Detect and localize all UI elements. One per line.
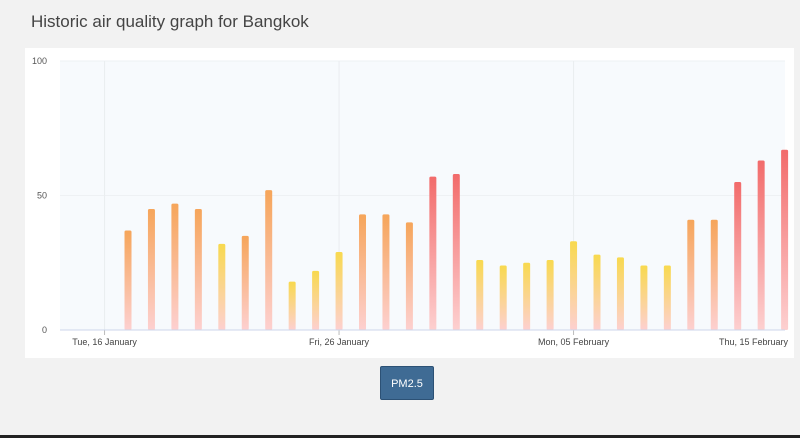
bar[interactable] [452,173,460,330]
grid-lines [60,60,785,331]
x-tick-label: Mon, 05 February [538,337,610,347]
y-tick-label: 0 [42,325,47,335]
x-tick-label: Thu, 15 February [719,337,789,347]
bar[interactable] [499,265,507,330]
bar[interactable] [734,182,742,330]
bar[interactable] [570,241,578,330]
bar[interactable] [781,149,789,330]
bar[interactable] [382,214,390,330]
bar[interactable] [171,203,179,330]
bar[interactable] [147,208,155,330]
bar[interactable] [757,160,765,330]
chart-container: 0 50 100 Tue, 16 January Fri, 26 January Mon,… [25,48,794,358]
bar[interactable] [218,243,226,330]
bar[interactable] [640,265,648,330]
bar[interactable] [546,260,554,330]
pm25-metric-button[interactable]: PM2.5 [380,366,434,400]
bar[interactable] [663,265,671,330]
axes: 0 50 100 Tue, 16 January Fri, 26 January Mon,… [32,56,789,347]
bar[interactable] [616,257,624,330]
x-tick-label: Fri, 26 January [309,337,370,347]
bars [124,149,789,330]
bar[interactable] [359,214,367,330]
bar[interactable] [523,262,531,330]
bar[interactable] [312,270,320,330]
air-quality-bar-chart: 0 50 100 Tue, 16 January Fri, 26 January Mon,… [32,56,789,347]
bar[interactable] [265,190,273,330]
bar[interactable] [288,281,296,330]
x-tick-label: Tue, 16 January [72,337,137,347]
bar[interactable] [405,222,413,330]
bottom-border [0,435,800,438]
bar[interactable] [241,235,249,330]
bar[interactable] [124,230,132,330]
bar[interactable] [194,208,202,330]
bar[interactable] [687,219,695,330]
page-title: Historic air quality graph for Bangkok [31,12,309,31]
bar[interactable] [593,254,601,330]
y-tick-label: 100 [32,56,47,66]
y-tick-label: 50 [37,191,47,201]
bar[interactable] [335,251,343,330]
bar[interactable] [710,219,718,330]
bar[interactable] [476,260,484,330]
bar[interactable] [429,176,437,330]
